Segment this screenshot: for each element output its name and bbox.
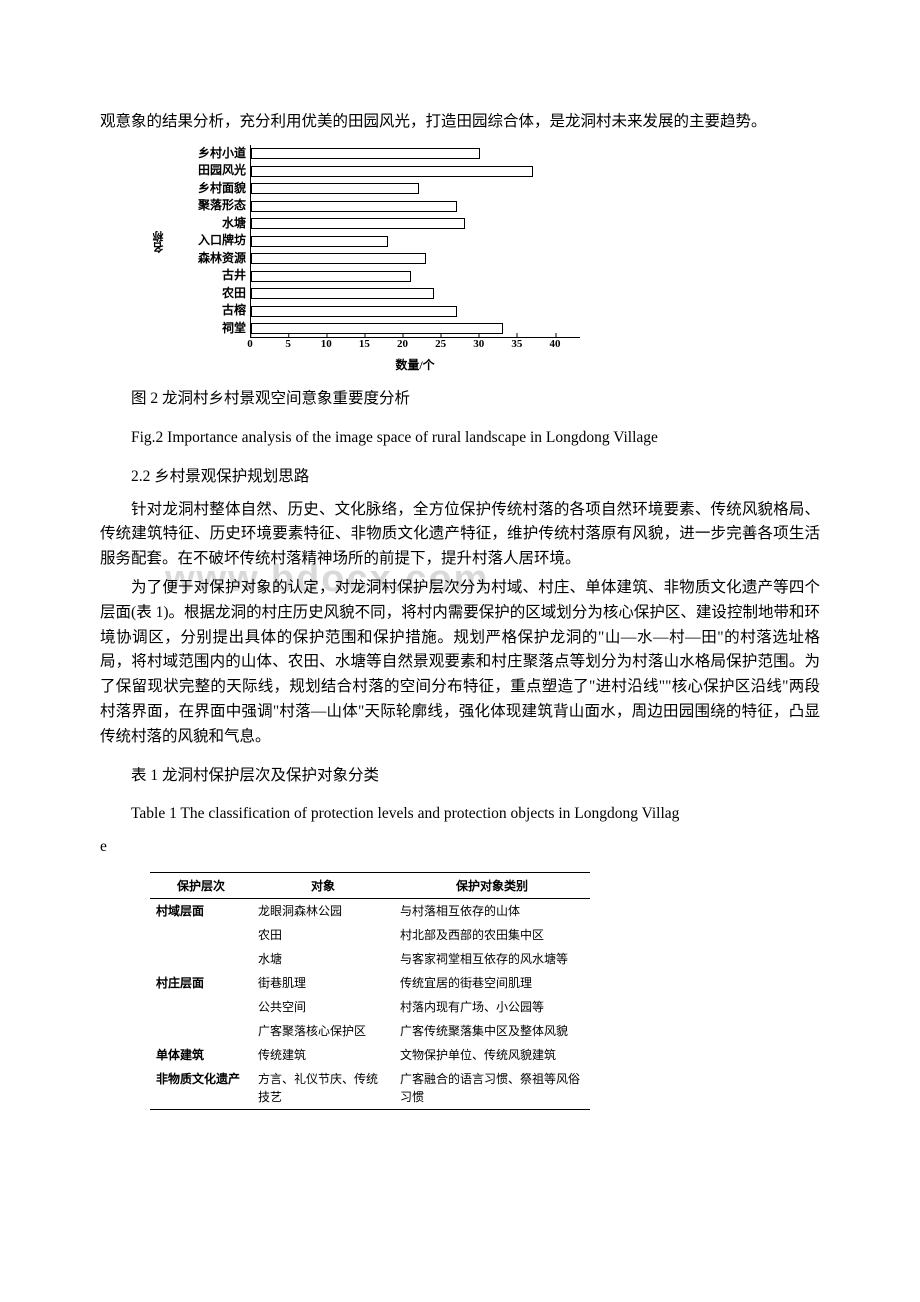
chart-plot-area	[250, 145, 580, 339]
table-row: 非物质文化遗产方言、礼仪节庆、传统技艺广客融合的语言习惯、祭祖等风俗习惯	[150, 1067, 590, 1110]
table-cell-object: 广客聚落核心保护区	[252, 1019, 394, 1043]
chart-tick: 10	[321, 338, 332, 350]
chart-bar-row	[251, 197, 580, 215]
table-cell-level: 村域层面	[150, 899, 252, 924]
table-cell-level	[150, 995, 252, 1019]
table-row: 公共空间村落内现有广场、小公园等	[150, 995, 590, 1019]
chart-category-label: 森林资源	[168, 250, 250, 268]
chart-x-label: 数量/个	[250, 356, 580, 373]
table-row: 农田村北部及西部的农田集中区	[150, 923, 590, 947]
table-cell-level: 村庄层面	[150, 971, 252, 995]
chart-category-label: 祠堂	[168, 320, 250, 338]
chart-tick: 30	[473, 338, 484, 350]
chart-tick: 0	[247, 338, 253, 350]
table-cell-category: 广客传统聚落集中区及整体风貌	[394, 1019, 590, 1043]
table-cell-level	[150, 923, 252, 947]
chart-x-ticks: 0510152025303540	[250, 338, 555, 356]
chart-bar-row	[251, 267, 580, 285]
table-cell-level: 非物质文化遗产	[150, 1067, 252, 1110]
chart-bar-row	[251, 215, 580, 233]
table-header-row: 保护层次 对象 保护对象类别	[150, 873, 590, 899]
chart-category-label: 入口牌坊	[168, 232, 250, 250]
table-cell-object: 街巷肌理	[252, 971, 394, 995]
table-row: 村庄层面街巷肌理传统宜居的街巷空间肌理	[150, 971, 590, 995]
table-1-caption-en-b: e	[100, 835, 820, 860]
table-cell-category: 村落内现有广场、小公园等	[394, 995, 590, 1019]
table-cell-level	[150, 947, 252, 971]
chart-bar-row	[251, 180, 580, 198]
chart-category-label: 古榕	[168, 302, 250, 320]
chart-bar-row	[251, 250, 580, 268]
table-cell-category: 传统宜居的街巷空间肌理	[394, 971, 590, 995]
chart-bar-row	[251, 285, 580, 303]
section-2-2-heading: 2.2 乡村景观保护规划思路	[100, 465, 820, 490]
table-row: 村域层面龙眼洞森林公园与村落相互依存的山体	[150, 899, 590, 924]
table-cell-category: 与客家祠堂相互依存的风水塘等	[394, 947, 590, 971]
table-cell-object: 公共空间	[252, 995, 394, 1019]
chart-tick: 15	[359, 338, 370, 350]
chart-bar-row	[251, 162, 580, 180]
table-cell-category: 文物保护单位、传统风貌建筑	[394, 1043, 590, 1067]
paragraph-intro: 观意象的结果分析，充分利用优美的田园风光，打造田园综合体，是龙洞村未来发展的主要…	[100, 110, 820, 135]
table-cell-object: 传统建筑	[252, 1043, 394, 1067]
table-header-category: 保护对象类别	[394, 873, 590, 899]
paragraph-2: 针对龙洞村整体自然、历史、文化脉络，全方位保护传统村落的各项自然环境要素、传统风…	[100, 498, 820, 572]
chart-bar-row	[251, 320, 580, 338]
chart-bar	[251, 253, 426, 264]
table-cell-category: 与村落相互依存的山体	[394, 899, 590, 924]
chart-category-label: 水塘	[168, 215, 250, 233]
chart-bar	[251, 271, 411, 282]
table-cell-category: 村北部及西部的农田集中区	[394, 923, 590, 947]
chart-bar	[251, 166, 533, 177]
chart-tick: 35	[511, 338, 522, 350]
chart-y-label: 名称	[151, 231, 167, 253]
table-cell-object: 农田	[252, 923, 394, 947]
table-1-caption-en-a: Table 1 The classification of protection…	[100, 802, 820, 827]
table-row: 水塘与客家祠堂相互依存的风水塘等	[150, 947, 590, 971]
table-cell-object: 龙眼洞森林公园	[252, 899, 394, 924]
table-header-level: 保护层次	[150, 873, 252, 899]
chart-category-labels: 乡村小道田园风光乡村面貌聚落形态水塘入口牌坊森林资源古井农田古榕祠堂	[168, 145, 250, 339]
table-cell-level	[150, 1019, 252, 1043]
chart-category-label: 乡村小道	[168, 145, 250, 163]
chart-bar	[251, 306, 457, 317]
table-cell-object: 方言、礼仪节庆、传统技艺	[252, 1067, 394, 1110]
figure-2-caption-en: Fig.2 Importance analysis of the image s…	[100, 426, 820, 451]
chart-tick: 20	[397, 338, 408, 350]
chart-bar	[251, 183, 419, 194]
chart-bar-row	[251, 232, 580, 250]
table-cell-category: 广客融合的语言习惯、祭祖等风俗习惯	[394, 1067, 590, 1110]
chart-bar-row	[251, 302, 580, 320]
table-1: 保护层次 对象 保护对象类别 村域层面龙眼洞森林公园与村落相互依存的山体农田村北…	[150, 872, 590, 1110]
chart-category-label: 聚落形态	[168, 197, 250, 215]
table-1-caption-cn: 表 1 龙洞村保护层次及保护对象分类	[100, 764, 820, 789]
table-header-object: 对象	[252, 873, 394, 899]
document-page: 观意象的结果分析，充分利用优美的田园风光，打造田园综合体，是龙洞村未来发展的主要…	[0, 0, 920, 1170]
chart-tick: 40	[550, 338, 561, 350]
table-row: 广客聚落核心保护区广客传统聚落集中区及整体风貌	[150, 1019, 590, 1043]
figure-2-chart: 名称 乡村小道田园风光乡村面貌聚落形态水塘入口牌坊森林资源古井农田古榕祠堂 0 5…	[150, 145, 580, 374]
chart-bar	[251, 236, 388, 247]
table-cell-object: 水塘	[252, 947, 394, 971]
chart-bar	[251, 148, 480, 159]
chart-tick: 5	[285, 338, 291, 350]
chart-category-label: 古井	[168, 267, 250, 285]
chart-bar	[251, 201, 457, 212]
chart-category-label: 田园风光	[168, 162, 250, 180]
chart-bar	[251, 288, 434, 299]
table-cell-level: 单体建筑	[150, 1043, 252, 1067]
chart-tick: 25	[435, 338, 446, 350]
chart-category-label: 乡村面貌	[168, 180, 250, 198]
table-row: 单体建筑传统建筑文物保护单位、传统风貌建筑	[150, 1043, 590, 1067]
figure-2-caption-cn: 图 2 龙洞村乡村景观空间意象重要度分析	[100, 387, 820, 412]
paragraph-3: 为了便于对保护对象的认定，对龙洞村保护层次分为村域、村庄、单体建筑、非物质文化遗…	[100, 576, 820, 750]
chart-category-label: 农田	[168, 285, 250, 303]
chart-bar	[251, 218, 465, 229]
chart-bar-row	[251, 145, 580, 163]
